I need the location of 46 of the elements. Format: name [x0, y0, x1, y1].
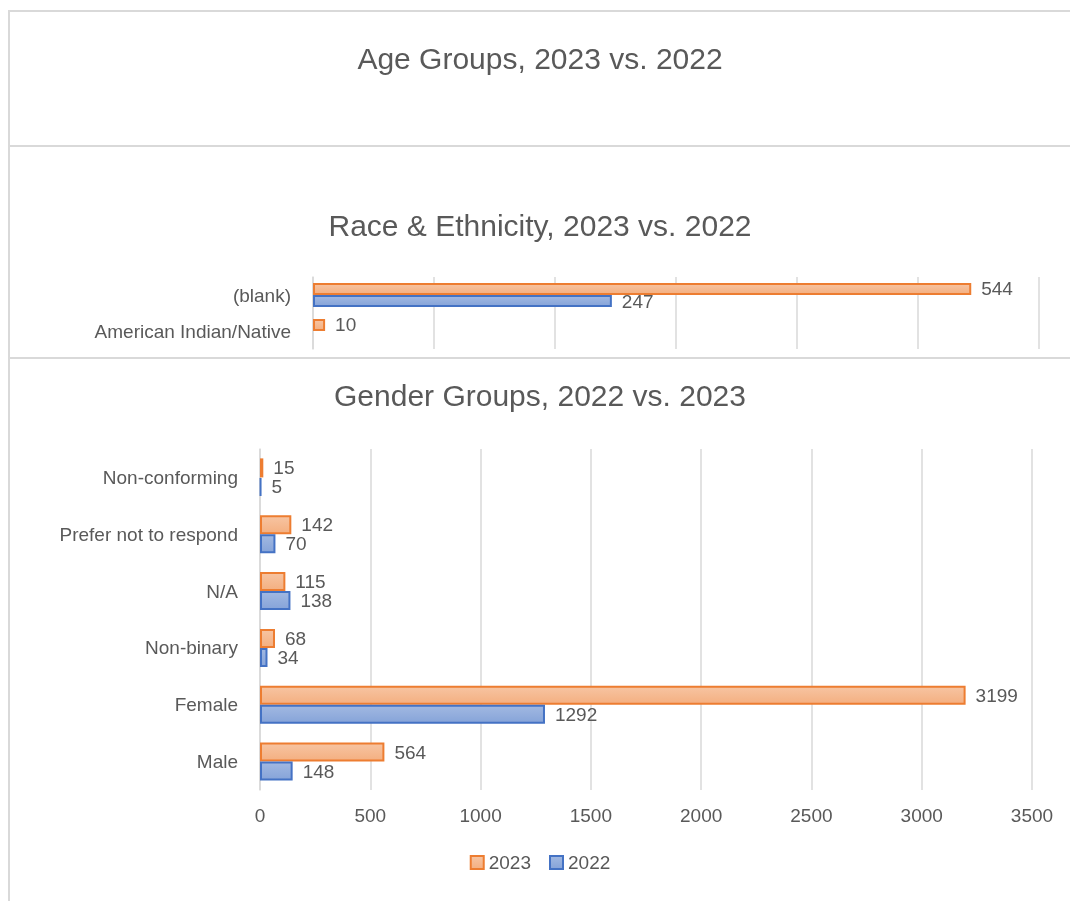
data-label: 138 — [300, 590, 333, 612]
x-tick-label: 3000 — [900, 805, 943, 826]
bar — [260, 685, 966, 705]
y-tick-label: Prefer not to respond — [59, 523, 238, 545]
chart-title: Gender Groups, 2022 vs. 2023 — [334, 378, 746, 412]
x-tick-label: 500 — [354, 805, 387, 826]
y-tick-label: Male — [196, 751, 238, 773]
bar — [260, 742, 385, 762]
y-tick-label: (blank) — [232, 284, 291, 306]
y-tick-label: Non-conforming — [102, 466, 238, 488]
bar — [260, 534, 276, 554]
data-label: 68 — [285, 627, 307, 649]
y-tick-label: Female — [174, 694, 238, 716]
data-label: 34 — [277, 646, 300, 668]
data-label: 148 — [302, 760, 335, 782]
data-label: 544 — [981, 278, 1014, 300]
bar — [260, 628, 275, 648]
x-tick-label: 0 — [254, 805, 266, 826]
y-tick-label: Non-binary — [145, 637, 239, 659]
y-tick-label: N/A — [206, 580, 239, 602]
text: Age Groups, 2023 vs. 2022 — [357, 41, 723, 75]
bar — [260, 761, 293, 781]
data-label: 115 — [295, 571, 326, 593]
legend-label: 2023 — [488, 852, 532, 873]
data-label: 564 — [394, 741, 427, 763]
chart-title: Race & Ethnicity, 2023 vs. 2022 — [328, 208, 752, 242]
data-label: 70 — [285, 533, 307, 555]
x-tick-label: 1500 — [569, 805, 612, 826]
bar — [260, 572, 286, 592]
data-label: 15 — [273, 457, 295, 479]
x-tick-label: 2500 — [790, 805, 833, 826]
data-label: 1292 — [554, 703, 598, 725]
data-label: 247 — [621, 290, 654, 312]
data-label: 10 — [335, 314, 357, 336]
bar — [260, 591, 291, 611]
x-tick-label: 3500 — [1010, 805, 1054, 826]
y-tick-label: American Indian/Native — [94, 320, 291, 342]
legend-label: 2022 — [568, 852, 611, 873]
bar — [260, 704, 545, 724]
data-label: 142 — [301, 514, 334, 536]
data-label: 3199 — [975, 684, 1018, 706]
bar — [260, 515, 292, 535]
x-tick-label: 2000 — [680, 805, 723, 826]
x-tick-label: 1000 — [459, 805, 502, 826]
bar — [260, 647, 268, 667]
data-label: 5 — [271, 476, 283, 498]
